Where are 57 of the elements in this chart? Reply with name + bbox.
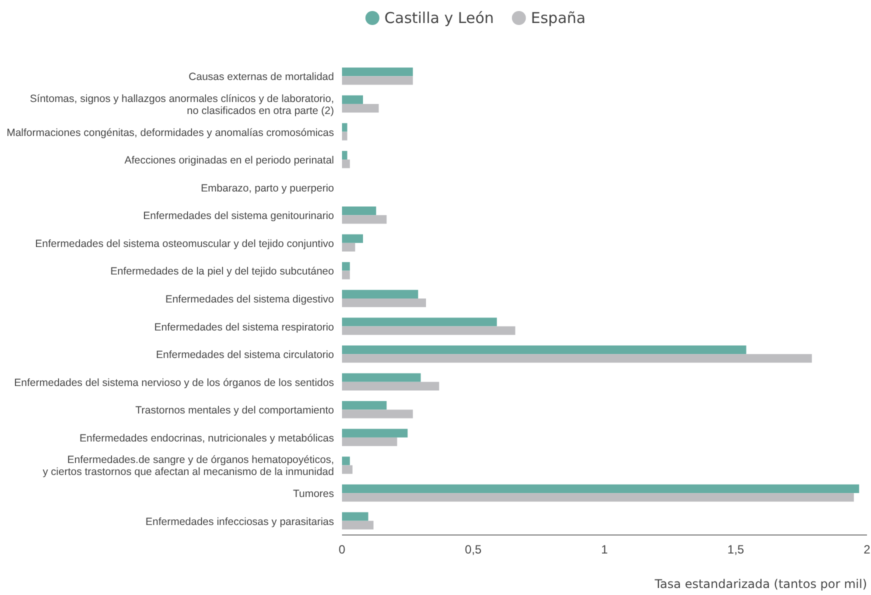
bar (342, 512, 368, 521)
bar (342, 160, 350, 168)
y-tick-label: Enfermedades del sistema digestivo (165, 294, 334, 306)
bar (342, 290, 418, 298)
bar (342, 456, 350, 466)
y-tick-label: Enfermedades.de sangre y de órganos hematopoyéticos, y ciertos trastornos que afectan al mecanismo de la inmunidad (42, 454, 334, 478)
bar (342, 318, 497, 326)
y-tick-label: Enfermedades del sistema genitourinario (143, 210, 334, 222)
bar (342, 484, 860, 494)
y-tick-label: Malformaciones congénitas, deformidades y anomalías cromosómicas (6, 126, 334, 139)
bar (342, 373, 421, 382)
bar (342, 132, 348, 140)
y-tick-label: Enfermedades de la piel y del tejido subcutáneo (110, 266, 334, 278)
x-tick-label: 1,5 (727, 542, 744, 557)
legend-label: España (530, 9, 586, 27)
bar (342, 298, 426, 308)
x-tick-label: 0,5 (464, 542, 482, 557)
y-tick-label: Tumores (292, 488, 334, 500)
y-tick-label: Síntomas, signos y hallazgos anormales clínicos y de laboratorio, no clasificados en otra parte (2) (30, 92, 334, 117)
bar (342, 68, 413, 76)
bar (342, 410, 413, 418)
y-tick-label: Embarazo, parto y puerperio (200, 182, 334, 194)
bar (342, 76, 413, 85)
bar (342, 345, 746, 354)
y-tick-label: Enfermedades del sistema circulatorio (156, 349, 334, 362)
y-tick-label: Causas externas de mortalidad (188, 71, 334, 84)
x-axis-title: Tasa estandarizada (tantos por mil) (654, 577, 867, 591)
legend-label: Castilla y León (384, 9, 494, 27)
bar (342, 354, 812, 363)
y-tick-label: Afecciones originadas en el periodo perinatal (124, 154, 334, 167)
bar (342, 382, 440, 390)
bar (342, 326, 516, 335)
bar (342, 262, 350, 271)
bar (342, 234, 363, 243)
bar (342, 104, 379, 113)
bar (342, 428, 408, 438)
bar (342, 242, 356, 252)
bar (342, 206, 376, 216)
bar (342, 465, 352, 474)
bar (342, 520, 374, 530)
bar (342, 437, 398, 446)
y-tick-label: Enfermedades infecciosas y parasitarias (145, 516, 334, 528)
bar (342, 215, 387, 224)
bar (342, 401, 387, 410)
bar (342, 95, 363, 104)
bar (342, 123, 348, 132)
x-tick-label: 2 (864, 542, 871, 557)
x-tick-label: 1 (601, 542, 608, 557)
y-tick-label: Enfermedades del sistema nervioso y de los órganos de los sentidos (14, 376, 334, 389)
bar (342, 150, 348, 160)
y-tick-label: Enfermedades endocrinas, nutricionales y metabólicas (80, 432, 334, 444)
bar (342, 270, 350, 280)
bar (342, 493, 854, 502)
x-tick-label: 0 (338, 542, 346, 557)
y-tick-label: Enfermedades del sistema osteomuscular y del tejido conjuntivo (35, 238, 334, 250)
y-tick-label: Trastornos mentales y del comportamiento (135, 404, 334, 417)
y-tick-label: Enfermedades del sistema respiratorio (154, 321, 334, 334)
